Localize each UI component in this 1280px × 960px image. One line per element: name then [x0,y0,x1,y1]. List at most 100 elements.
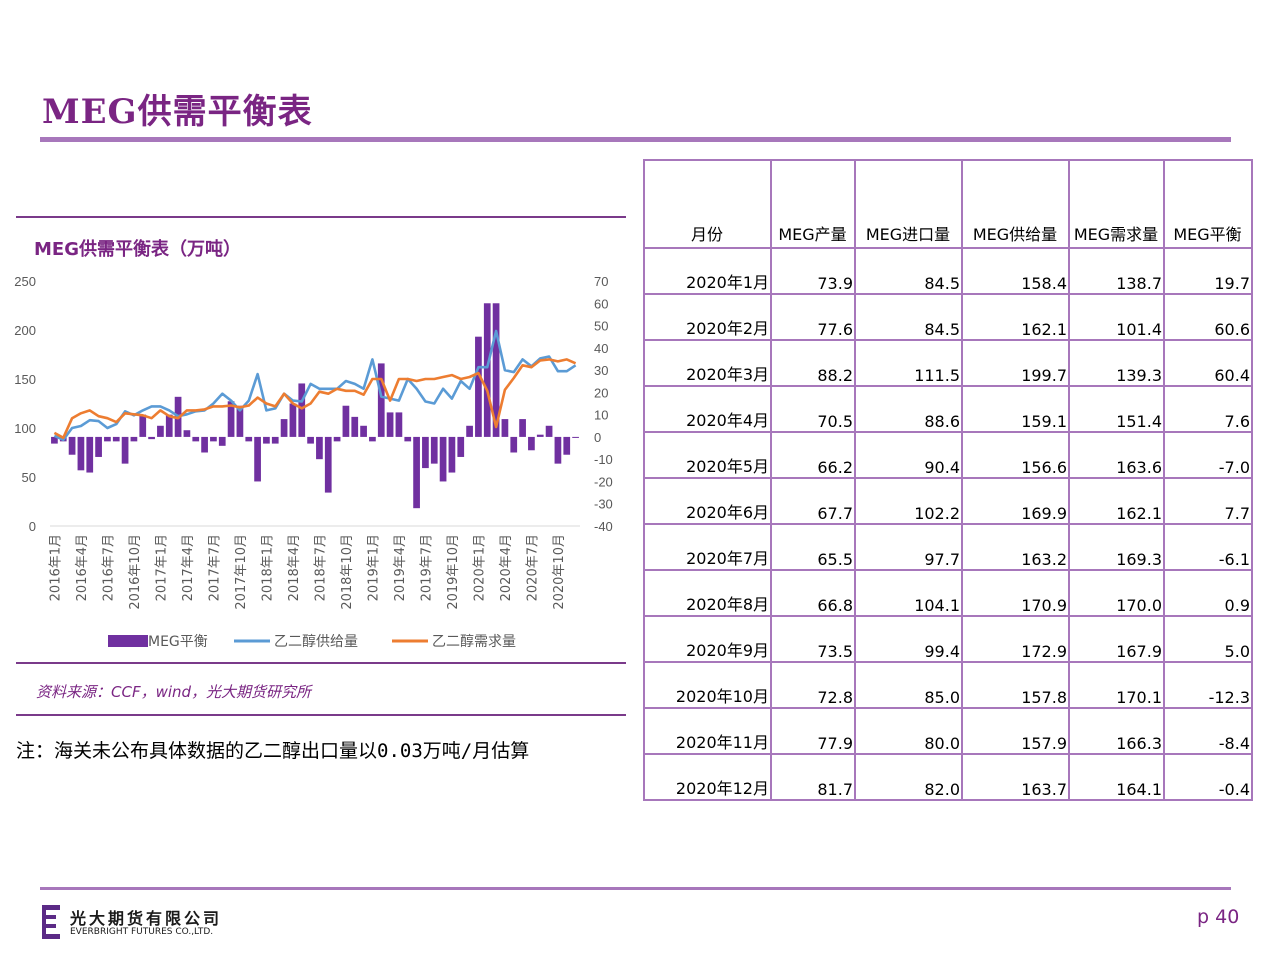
balance-bar [77,436,85,471]
cell-import: 80.0 [854,707,963,755]
cell-demand: 170.1 [1068,661,1165,709]
cell-balance: 7.6 [1163,385,1253,433]
header-production: MEG产量 [770,159,856,249]
cell-import: 82.0 [854,753,963,801]
cell-balance: 19.7 [1163,247,1253,295]
cell-balance: -0.4 [1163,753,1253,801]
cell-supply: 162.1 [961,293,1070,341]
cell-month: 2020年3月 [643,339,772,387]
logo-mark-icon [42,905,60,939]
page-number: p 40 [1197,906,1240,928]
balance-bar [342,405,350,437]
x-axis-tick-label: 2018年4月 [287,534,302,601]
table-row: 2020年12月 81.7 82.0 163.7 164.1 -0.4 [643,753,1253,801]
header-supply: MEG供给量 [961,159,1070,249]
balance-bar [395,412,403,437]
balance-bar [95,436,102,457]
balance-bar [289,403,297,437]
balance-bar [263,436,270,444]
logo-chinese-name: 光大期货有限公司 [70,909,223,928]
table-row: 2020年5月 66.2 90.4 156.6 163.6 -7.0 [643,431,1253,479]
cell-import: 97.7 [854,523,963,571]
right-axis-tick-label: -40 [594,519,613,534]
cell-balance: 60.6 [1163,293,1253,341]
cell-production: 66.2 [770,431,856,479]
right-axis-tick-label: -30 [594,497,613,512]
balance-bar [121,436,129,464]
footnote: 注：海关未公布具体数据的乙二醇出口量以0.03万吨/月估算 [16,740,530,762]
balance-bar [563,436,571,455]
cell-demand: 138.7 [1068,247,1165,295]
balance-bar [483,303,491,437]
cell-demand: 162.1 [1068,477,1165,525]
balance-bar [448,436,456,473]
legend-label-balance: MEG平衡 [148,634,208,650]
page-title: MEG供需平衡表 [42,92,313,132]
cell-import: 88.6 [854,385,963,433]
right-axis-tick-label: 60 [594,296,608,311]
cell-import: 99.4 [854,615,963,663]
x-axis-tick-label: 2016年1月 [48,534,63,601]
cell-balance: -8.4 [1163,707,1253,755]
left-axis-tick-label: 200 [14,323,36,338]
balance-bar [536,434,544,437]
cell-supply: 159.1 [961,385,1070,433]
balance-bar [386,412,394,437]
balance-bar [422,436,429,469]
chart-top-divider [16,216,626,218]
balance-bar [528,436,535,451]
balance-bar [572,436,579,438]
right-axis-tick-label: 0 [594,430,601,445]
table-body: 2020年1月 73.9 84.5 158.4 138.7 19.7 2020年2月 77.6… [643,247,1253,801]
balance-bar [466,425,473,437]
cell-supply: 163.2 [961,523,1070,571]
cell-production: 88.2 [770,339,856,387]
cell-demand: 151.4 [1068,385,1165,433]
x-axis-tick-label: 2020年7月 [525,534,540,601]
balance-bar [210,436,217,442]
x-axis-tick-label: 2020年1月 [472,534,487,601]
cell-import: 84.5 [854,247,963,295]
left-axis-tick-label: 150 [14,372,36,387]
balance-bar [492,303,500,437]
right-axis-tick-label: -10 [594,452,613,467]
right-axis-tick-label: 50 [594,319,608,334]
balance-bar [165,414,173,437]
cell-balance: 7.7 [1163,477,1253,525]
x-axis-tick-label: 2018年1月 [260,534,275,601]
cell-import: 84.5 [854,293,963,341]
table-row: 2020年2月 77.6 84.5 162.1 101.4 60.6 [643,293,1253,341]
legend-swatch-balance [108,635,148,647]
left-axis-tick-label: 50 [22,470,36,485]
balance-bar [245,436,253,442]
cell-demand: 166.3 [1068,707,1165,755]
right-axis-tick-label: 30 [594,363,608,378]
balance-bar [298,383,306,437]
x-axis-tick-label: 2019年7月 [419,534,434,601]
table-row: 2020年3月 88.2 111.5 199.7 139.3 60.4 [643,339,1253,387]
table-row: 2020年6月 67.7 102.2 169.9 162.1 7.7 [643,477,1253,525]
balance-bar [369,436,376,442]
balance-bar [271,436,279,444]
balance-bar [236,405,244,437]
balance-bar [218,436,226,446]
cell-balance: -7.0 [1163,431,1253,479]
cell-supply: 199.7 [961,339,1070,387]
cell-supply: 157.8 [961,661,1070,709]
chart-bottom-divider [16,662,626,664]
left-axis-tick-label: 0 [29,519,36,534]
table-row: 2020年9月 73.5 99.4 172.9 167.9 5.0 [643,615,1253,663]
balance-bar [254,436,261,482]
x-axis-tick-label: 2019年4月 [393,534,408,601]
left-axis-tick-label: 250 [14,274,36,289]
header-month: 月份 [643,159,772,249]
header-import: MEG进口量 [854,159,963,249]
source-note: 资料来源：CCF，wind，光大期货研究所 [36,683,312,701]
cell-import: 90.4 [854,431,963,479]
x-axis-tick-label: 2019年1月 [366,534,381,601]
cell-month: 2020年8月 [643,569,772,617]
balance-bar [404,436,412,442]
title-divider [40,137,1231,142]
cell-supply: 172.9 [961,615,1070,663]
x-axis-tick-label: 2018年10月 [340,534,355,610]
